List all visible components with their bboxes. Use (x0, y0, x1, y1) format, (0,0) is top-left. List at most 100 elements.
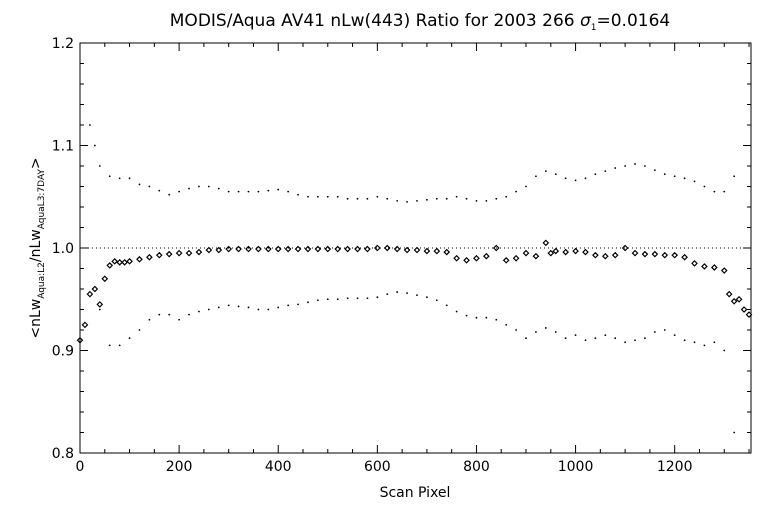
lower-bound-point (525, 337, 527, 340)
lower-bound-point (535, 331, 537, 333)
ratio-point (730, 297, 738, 305)
upper-bound-point (108, 175, 111, 178)
x-tick-label: 1000 (558, 459, 594, 475)
lower-bound-point (118, 344, 121, 347)
upper-bound-point (198, 185, 200, 188)
upper-bound-point (495, 197, 498, 200)
lower-bound-point (396, 291, 399, 293)
ratio-point (101, 275, 109, 283)
ratio-point (146, 253, 153, 261)
ratio-point (383, 244, 391, 252)
upper-bound-point (525, 185, 527, 188)
lower-bound-point (267, 308, 270, 311)
ratio-point (745, 311, 753, 318)
ratio-point (165, 250, 173, 258)
ratio-point (631, 249, 639, 257)
upper-bound-point (425, 198, 428, 201)
upper-bound-point (336, 195, 339, 198)
lower-bound-point (307, 301, 309, 304)
lower-bound-point (435, 299, 438, 302)
lower-bound-point (554, 331, 557, 333)
upper-bound-point (98, 165, 101, 167)
lower-bound-point (336, 298, 339, 301)
lower-bound-point (247, 306, 250, 309)
upper-bound-point (485, 199, 488, 202)
ratio-point (245, 245, 252, 253)
ratio-point (547, 249, 555, 257)
upper-bound-point (435, 197, 438, 200)
upper-bound-point (554, 173, 557, 176)
upper-bound-point (227, 190, 230, 193)
ratio-point (735, 295, 743, 303)
lower-bound-point (316, 299, 319, 302)
upper-bound-point (505, 195, 508, 198)
lower-bound-point (614, 337, 617, 340)
ratio-point (542, 239, 550, 247)
upper-bound-point (356, 197, 359, 200)
ratio-point (740, 306, 748, 313)
ratio-point (725, 290, 733, 298)
upper-bound-point (287, 190, 290, 193)
upper-bound-point (297, 193, 299, 196)
lower-bound-point (356, 297, 359, 300)
lower-bound-point (624, 341, 627, 344)
upper-bound-point (445, 197, 448, 200)
upper-bound-point (604, 170, 607, 173)
ratio-point (492, 244, 500, 252)
ratio-point (334, 245, 342, 253)
ratio-point (572, 247, 579, 255)
upper-bound-point (128, 177, 131, 180)
upper-bound-point (475, 199, 478, 202)
lower-bound-point (108, 344, 111, 347)
ratio-point (601, 252, 609, 260)
lower-bound-point (207, 308, 210, 311)
upper-bound-point (544, 170, 547, 173)
x-tick-label: 800 (463, 459, 490, 475)
lower-bound-point (326, 298, 329, 301)
lower-bound-point (653, 331, 656, 333)
x-tick-label: 600 (364, 459, 391, 475)
upper-bound-point (713, 190, 716, 193)
ratio-point (720, 267, 728, 274)
lower-bound-point (227, 304, 230, 307)
upper-bound-point (683, 177, 686, 180)
ratio-point (393, 245, 401, 253)
ratio-point (344, 245, 351, 253)
lower-bound-point (693, 341, 696, 344)
upper-bound-point (455, 195, 458, 198)
lower-bound-point (634, 339, 636, 342)
ratio-point (641, 250, 649, 258)
lower-bound-point (416, 294, 418, 297)
y-tick-label: 1.1 (52, 139, 74, 155)
ratio-point (324, 245, 332, 253)
lower-bound-point (683, 339, 686, 342)
upper-bound-point (267, 189, 270, 192)
lower-bound-point (544, 327, 547, 329)
lower-bound-point (594, 337, 597, 340)
upper-bound-point (703, 185, 706, 188)
ratio-point (512, 254, 520, 262)
upper-bound-point (535, 175, 537, 178)
lower-bound-point (277, 306, 280, 309)
ratio-point (225, 245, 233, 253)
ratio-point (255, 245, 262, 253)
ratio-point (205, 246, 213, 254)
upper-bound-point (168, 193, 171, 196)
lower-bound-point (217, 306, 220, 309)
lower-bound-point (237, 305, 240, 308)
ratio-point (126, 257, 133, 265)
ratio-point (651, 250, 659, 258)
upper-bound-point (257, 190, 260, 193)
upper-bound-point (465, 197, 468, 200)
lower-bound-point (425, 296, 428, 299)
upper-bound-point (396, 199, 399, 202)
ratio-point (691, 260, 698, 267)
upper-bound-point (644, 165, 646, 167)
lower-bound-point (376, 296, 379, 299)
ratio-point (552, 247, 560, 255)
lower-bound-point (644, 337, 646, 340)
upper-bound-point (217, 187, 220, 190)
ratio-point (582, 248, 589, 256)
y-tick-label: 0.8 (52, 446, 74, 462)
